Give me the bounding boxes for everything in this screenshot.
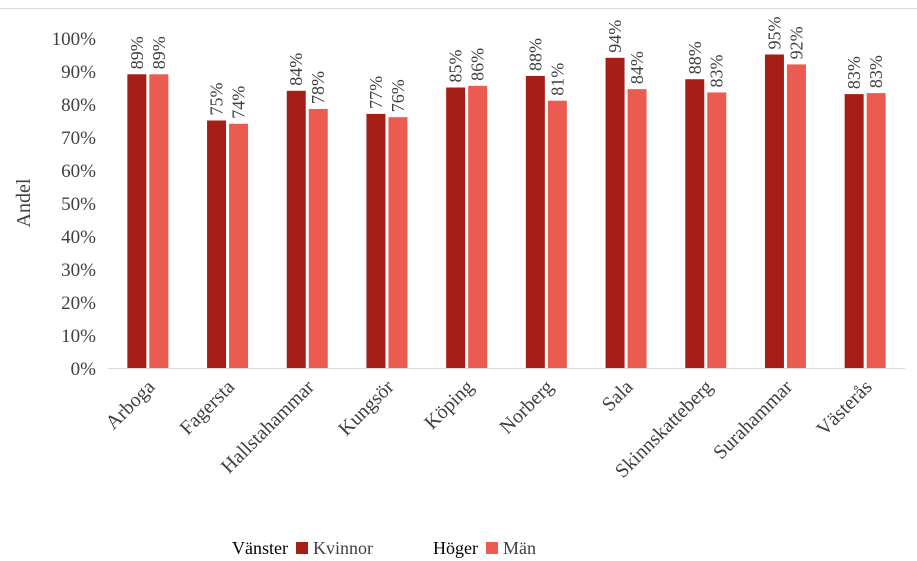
- x-tick-label: Sala: [598, 376, 638, 416]
- y-tick-label: 90%: [61, 62, 96, 83]
- legend: Vänster Kvinnor Höger Män: [232, 536, 536, 560]
- bar-man: [468, 85, 488, 368]
- legend-label-series-0: Kvinnor: [312, 537, 373, 558]
- y-tick-label: 30%: [61, 260, 96, 281]
- data-label: 81%: [547, 63, 567, 96]
- bar-man: [308, 108, 328, 368]
- bar-man: [786, 64, 806, 369]
- x-tick-label: Norberg: [495, 376, 557, 438]
- bar-kvinnor: [366, 113, 386, 369]
- data-label: 84%: [627, 51, 647, 84]
- y-tick-label: 80%: [61, 95, 96, 116]
- bar-kvinnor: [605, 57, 625, 369]
- bar-kvinnor: [286, 90, 306, 369]
- data-label: 89%: [149, 36, 169, 69]
- x-tick-label: Kungsör: [334, 376, 399, 441]
- bar-man: [547, 100, 567, 368]
- bar-man: [149, 74, 169, 369]
- y-tick-label: 20%: [61, 293, 96, 314]
- bar-man: [388, 117, 408, 368]
- data-label: 89%: [127, 36, 147, 69]
- x-tick-label: Arboga: [101, 376, 159, 434]
- bar-kvinnor: [764, 54, 784, 368]
- data-label: 95%: [764, 17, 784, 50]
- data-label: 83%: [707, 54, 727, 87]
- data-label: 78%: [308, 71, 328, 104]
- data-label: 86%: [468, 48, 488, 81]
- bar-man: [707, 92, 727, 368]
- x-tick-label: Fagersta: [176, 376, 240, 440]
- data-label: 83%: [866, 55, 886, 88]
- legend-swatch-series-1: [485, 542, 498, 554]
- legend-item-series-1: Höger Män: [433, 538, 536, 559]
- data-label: 84%: [286, 53, 306, 86]
- bar-man: [866, 93, 886, 369]
- legend-swatch-series-0: [295, 542, 308, 554]
- data-label: 85%: [446, 50, 466, 83]
- y-tick-label: 10%: [61, 326, 96, 347]
- y-tick-label: 60%: [61, 161, 96, 182]
- bar-man: [627, 89, 647, 369]
- top-divider: [0, 8, 917, 9]
- y-tick-label: 50%: [61, 194, 96, 215]
- legend-item-series-0: Vänster Kvinnor: [232, 538, 373, 559]
- bar-kvinnor: [525, 75, 545, 368]
- bar-man: [229, 123, 249, 368]
- legend-label-series-1: Män: [502, 537, 536, 558]
- legend-side-label: Vänster: [232, 537, 288, 558]
- y-tick-label: 100%: [52, 29, 97, 50]
- data-label: 88%: [525, 38, 545, 71]
- data-label: 94%: [605, 20, 625, 53]
- data-label: 74%: [229, 86, 249, 119]
- bar-kvinnor: [127, 74, 147, 369]
- bar-kvinnor: [844, 94, 864, 368]
- x-tick-label: Köping: [420, 376, 478, 434]
- data-label: 75%: [207, 83, 227, 116]
- data-label: 92%: [786, 26, 806, 59]
- bar-kvinnor: [685, 79, 705, 368]
- y-axis-title: Andel: [13, 178, 35, 227]
- y-tick-label: 40%: [61, 227, 96, 248]
- y-tick-label: 0%: [71, 359, 97, 380]
- data-label: 83%: [844, 56, 864, 89]
- x-tick-label: Västerås: [812, 376, 876, 440]
- y-tick-label: 70%: [61, 128, 96, 149]
- legend-side-label: Höger: [432, 537, 478, 558]
- x-tick-label: Surahammar: [709, 376, 797, 464]
- data-label: 76%: [388, 79, 408, 112]
- bar-kvinnor: [446, 87, 466, 368]
- data-label: 88%: [685, 41, 705, 74]
- data-label: 77%: [366, 76, 386, 109]
- bar-kvinnor: [207, 120, 227, 368]
